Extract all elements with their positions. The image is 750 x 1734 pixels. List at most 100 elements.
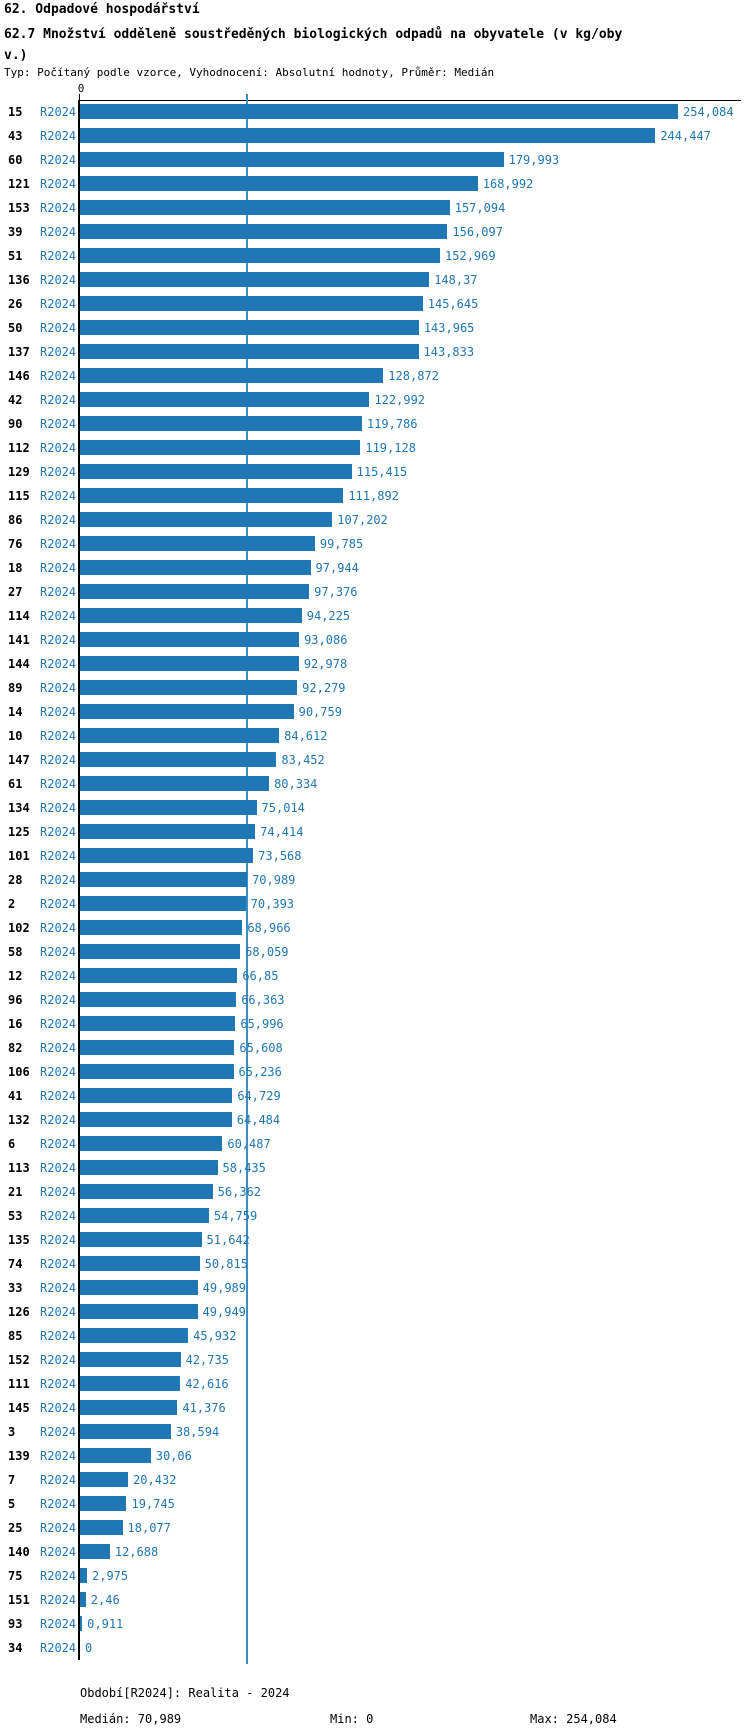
bar-value-label: 157,094 [454,201,506,215]
bar-value-label: 60,487 [227,1137,271,1151]
row-series-label: R2024 [40,1425,77,1439]
bar [80,296,423,311]
chart-row: 42 R2024 122,992 [0,388,750,412]
chart-row: 75 R2024 2,975 [0,1564,750,1588]
bar [80,1232,202,1247]
chart-row: 129 R2024 115,415 [0,460,750,484]
row-series-label: R2024 [40,1137,77,1151]
bar-value-label: 0 [85,1641,93,1655]
chart-row: 135 R2024 51,642 [0,1228,750,1252]
bar-value-label: 83,452 [281,753,325,767]
chart-row: 151 R2024 2,46 [0,1588,750,1612]
bar-value-label: 143,833 [423,345,475,359]
x-axis-zero-label: 0 [77,82,85,95]
row-id-label: 112 [8,441,30,455]
bar [80,1040,235,1055]
row-series-label: R2024 [40,369,77,383]
chart-row: 60 R2024 179,993 [0,148,750,172]
bar [80,344,419,359]
row-series-label: R2024 [40,1065,77,1079]
row-id-label: 75 [8,1569,23,1583]
bar-value-label: 119,786 [366,417,418,431]
row-id-label: 18 [8,561,23,575]
bar-value-label: 65,236 [238,1065,282,1079]
row-series-label: R2024 [40,969,77,983]
row-id-label: 125 [8,825,30,839]
bar-value-label: 2,46 [90,1593,120,1607]
bar-value-label: 56,362 [217,1185,261,1199]
row-series-label: R2024 [40,1089,77,1103]
row-series-label: R2024 [40,1593,77,1607]
chart-row: 51 R2024 152,969 [0,244,750,268]
row-series-label: R2024 [40,897,77,911]
row-series-label: R2024 [40,1353,77,1367]
row-series-label: R2024 [40,1641,77,1655]
chart-row: 137 R2024 143,833 [0,340,750,364]
bar-value-label: 244,447 [660,129,711,143]
row-id-label: 53 [8,1209,23,1223]
row-id-label: 93 [8,1617,23,1631]
bar [80,1376,181,1391]
row-series-label: R2024 [40,681,77,695]
bar-value-label: 152,969 [445,249,496,263]
row-id-label: 101 [8,849,30,863]
bar-value-label: 68,059 [245,945,289,959]
row-series-label: R2024 [40,657,77,671]
bar [80,416,362,431]
row-series-label: R2024 [40,1113,77,1127]
bar-value-label: 94,225 [306,609,351,623]
bar [80,560,311,575]
row-series-label: R2024 [40,1161,77,1175]
chart-row: 43 R2024 244,447 [0,124,750,148]
row-id-label: 102 [8,921,30,935]
chart-row: 152 R2024 42,735 [0,1348,750,1372]
row-id-label: 96 [8,993,23,1007]
bar-value-label: 12,688 [114,1545,159,1559]
bar-value-label: 168,992 [482,177,534,191]
bar-value-label: 80,334 [274,777,318,791]
chart-row: 93 R2024 0,911 [0,1612,750,1636]
bar-value-label: 54,759 [213,1209,258,1223]
bar-value-label: 65,996 [240,1017,284,1031]
bar-value-label: 64,484 [236,1113,281,1127]
bar [80,320,419,335]
bar-value-label: 156,097 [452,225,503,239]
row-series-label: R2024 [40,1377,77,1391]
row-series-label: R2024 [40,1521,77,1535]
row-id-label: 41 [8,1089,23,1103]
row-series-label: R2024 [40,1617,77,1631]
row-id-label: 15 [8,105,23,119]
bar-value-label: 99,785 [319,537,364,551]
row-id-label: 134 [8,801,30,815]
row-series-label: R2024 [40,753,77,767]
bar [80,1256,200,1271]
row-id-label: 121 [8,177,30,191]
bar [80,1544,110,1559]
chart-row: 41 R2024 64,729 [0,1084,750,1108]
row-series-label: R2024 [40,345,77,359]
row-id-label: 60 [8,153,23,167]
chart-row: 21 R2024 56,362 [0,1180,750,1204]
row-id-label: 139 [8,1449,30,1463]
row-id-label: 137 [8,345,30,359]
chart-row: 82 R2024 65,608 [0,1036,750,1060]
chart-row: 115 R2024 111,892 [0,484,750,508]
bar-value-label: 111,892 [348,489,399,503]
row-id-label: 42 [8,393,23,407]
row-id-label: 6 [8,1137,16,1151]
bar [80,1424,171,1439]
row-series-label: R2024 [40,513,77,527]
chart-row: 50 R2024 143,965 [0,316,750,340]
chart-row: 86 R2024 107,202 [0,508,750,532]
row-series-label: R2024 [40,273,77,287]
row-id-label: 141 [8,633,30,647]
bar-value-label: 51,642 [206,1233,250,1247]
bar [80,512,333,527]
bar [80,392,370,407]
chart-row: 140 R2024 12,688 [0,1540,750,1564]
x-axis-line [79,100,741,101]
row-series-label: R2024 [40,873,77,887]
bar [80,1160,218,1175]
bar [80,1496,127,1511]
